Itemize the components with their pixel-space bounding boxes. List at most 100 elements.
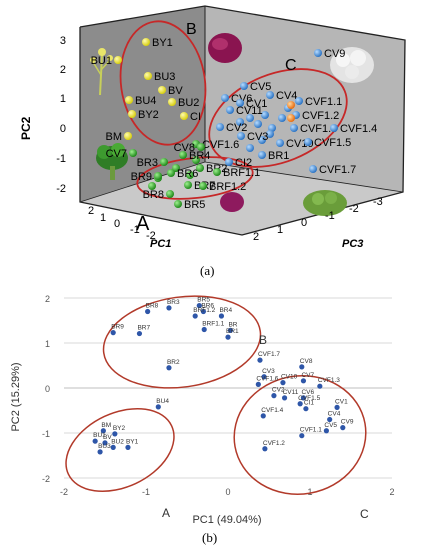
pc-point [226, 106, 234, 114]
scatter-point [145, 308, 151, 315]
pc2-tick-label: -2 [56, 183, 66, 195]
y-tick-label: 0 [45, 384, 50, 394]
scatter-point [200, 308, 206, 315]
pc-point-label: CV9 [324, 48, 345, 60]
pc-point-label: BY2 [138, 109, 159, 121]
pc-point [261, 111, 269, 119]
pc-point [124, 132, 132, 140]
pc-point-label: BR9 [131, 171, 152, 183]
scatter-point-label: CV7 [301, 372, 314, 379]
pc-point-label: BU1 [91, 55, 112, 67]
green-cauliflower-illustration-icon [303, 190, 347, 216]
scatter-point-label: CV2 [272, 387, 285, 394]
group-label-c: C [360, 507, 369, 521]
pc-point [295, 97, 303, 105]
pc-point [125, 96, 133, 104]
pc-point-label: CI [190, 111, 201, 123]
pc-point [142, 38, 150, 46]
pc-point [314, 49, 322, 57]
pc-point [197, 143, 205, 151]
scatter-point [100, 428, 106, 434]
pc1-tick-label: 2 [88, 205, 94, 217]
pc-point [216, 123, 224, 131]
pc2-tick-label: 1 [60, 93, 66, 105]
scatter-point-label: BR2 [167, 359, 180, 366]
pc3-tick-label: -3 [373, 196, 383, 208]
pc3-tick-label: 0 [301, 217, 307, 229]
pc2-ticks-3d: 3 2 1 0 -1 -2 [56, 35, 66, 195]
pc-point-label: CV5 [250, 81, 271, 93]
scatter-point [155, 404, 161, 410]
pc2-axis-label-3d: PC2 [19, 116, 33, 140]
y-tick-label: -2 [42, 474, 50, 484]
pc-point [290, 124, 298, 132]
pc1-tick-label: -2 [146, 230, 156, 242]
pc-point [225, 158, 233, 166]
pc-point [304, 138, 312, 146]
pc-point-label: BU2 [178, 97, 199, 109]
pc-point [129, 149, 137, 157]
scatter-point-label: BRF1.1 [202, 321, 224, 328]
pc-point [144, 72, 152, 80]
pc-point [160, 158, 168, 166]
scatter-point-label: CVF1.1 [300, 427, 322, 434]
pc-point-label: BM [106, 131, 123, 143]
pc3-tick-label: -2 [349, 203, 359, 215]
pc-point [254, 120, 262, 128]
scatter-point [262, 446, 268, 452]
pc-point-label: CV11 [236, 105, 263, 117]
scatter-point [280, 380, 286, 386]
pc-point [213, 168, 221, 176]
pc-point [236, 99, 244, 107]
pc-point-label: BV [168, 85, 183, 97]
x-tick-label: -2 [60, 487, 68, 497]
pc-point-label: CVF1.6 [202, 139, 239, 151]
pc-point-label: BR4 [189, 150, 210, 162]
scatter-point [110, 330, 116, 336]
scatter-point-label: CVF1.5 [298, 395, 320, 402]
scatter-point-label: BU3 [98, 443, 111, 450]
pc-point-label: BR6 [177, 168, 198, 180]
scatter-point [125, 444, 131, 450]
scatter-point [260, 413, 266, 419]
pc1-tick-label: 1 [100, 212, 106, 224]
scatter-point [166, 365, 172, 371]
pc3-tick-label: -1 [325, 210, 335, 222]
scatter-point-label: BR4 [219, 307, 232, 314]
scatter-point [192, 313, 198, 319]
scatter-point-label: BR6 [201, 303, 214, 310]
pc-point-label: CVF1.1 [305, 96, 342, 108]
group-label-a: A [162, 506, 170, 520]
scatter-point-label: CV11 [283, 389, 299, 396]
pc-point [196, 164, 204, 172]
pc-point-label: BR5 [184, 199, 205, 211]
scatter-point-label: BR1 [226, 328, 239, 335]
scatter-point [227, 327, 234, 333]
scatter-point-label: BR7 [137, 325, 150, 332]
pc3-tick-label: 1 [277, 224, 283, 236]
scatter-point [281, 395, 288, 401]
pc-point [236, 118, 244, 126]
group-a-ellipse [65, 407, 175, 493]
pc-point [330, 124, 338, 132]
scatter-point-label: BR9 [111, 324, 124, 331]
scatter-point-label: CV5 [324, 422, 337, 429]
scatter-point [300, 395, 307, 401]
x-axis-label: PC1 (49.04%) [192, 514, 261, 526]
pc-point-label: BR1 [268, 150, 289, 162]
scatter-point-label: BU2 [111, 438, 124, 445]
scatter-point [97, 449, 103, 455]
scatter-point [317, 383, 323, 389]
pc-point [287, 101, 295, 109]
scatter-point [299, 433, 305, 439]
pc-point-label: CVF1.3 [300, 123, 337, 135]
broccoli-illustration-icon [96, 143, 128, 180]
scatter-point [261, 374, 267, 380]
pc-point [148, 182, 156, 190]
pca-3d-points: BY1BU1BU3BVBU4BU2BY2CIBMCV7BR4BR3BR9BR7B… [91, 37, 378, 211]
scatter-point [110, 444, 116, 450]
red-cabbage-illustration-icon [208, 33, 242, 63]
